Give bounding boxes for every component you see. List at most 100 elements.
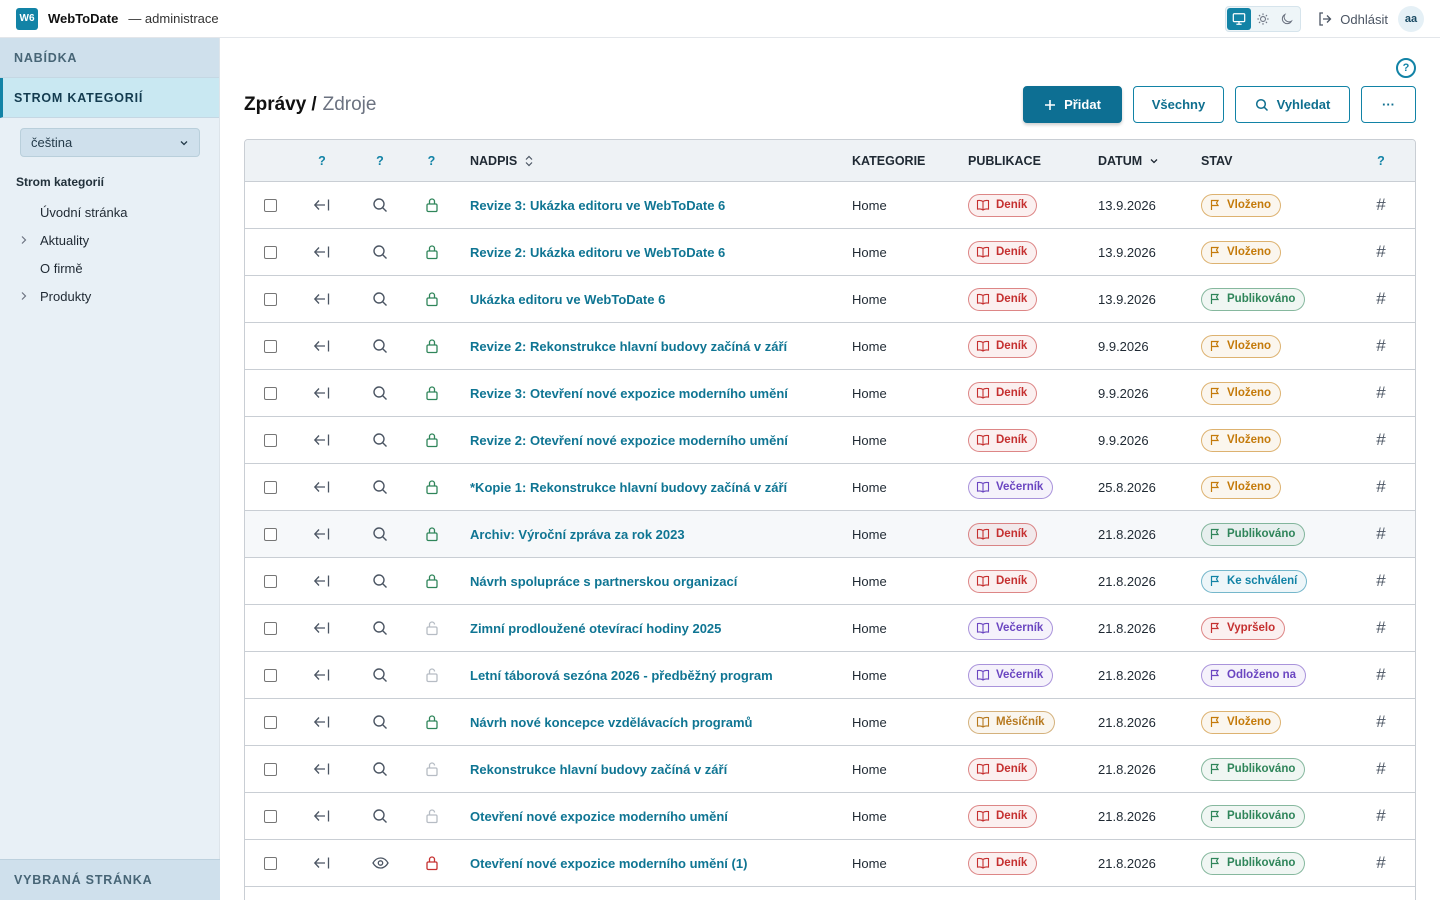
row-checkbox[interactable] [263, 198, 277, 212]
lock-icon[interactable] [409, 276, 454, 322]
row-checkbox[interactable] [263, 433, 277, 447]
hash-icon[interactable]: # [1376, 477, 1386, 496]
revert-icon[interactable] [293, 464, 351, 510]
row-checkbox[interactable] [263, 480, 277, 494]
help-icon[interactable]: ? [1396, 58, 1416, 78]
revert-icon[interactable] [293, 605, 351, 651]
revert-icon[interactable] [293, 417, 351, 463]
hash-icon[interactable]: # [1376, 571, 1386, 590]
revert-icon[interactable] [293, 558, 351, 604]
tree-item[interactable]: O firmě [0, 254, 219, 282]
search-icon[interactable] [351, 229, 409, 275]
search-icon[interactable] [351, 793, 409, 839]
row-checkbox[interactable] [263, 621, 277, 635]
unlock-icon[interactable] [409, 793, 454, 839]
row-checkbox[interactable] [263, 856, 277, 870]
tree-item[interactable]: Aktuality [0, 226, 219, 254]
search-icon[interactable] [351, 276, 409, 322]
revert-icon[interactable] [293, 652, 351, 698]
article-title-link[interactable]: Ukázka editoru ve WebToDate 6 [470, 291, 666, 307]
more-button[interactable]: ··· [1361, 86, 1416, 123]
moon-icon[interactable] [1275, 8, 1299, 30]
hash-icon[interactable]: # [1376, 430, 1386, 449]
hash-icon[interactable]: # [1376, 806, 1386, 825]
sidebar-selected-page-header[interactable]: VYBRANÁ STRÁNKA [0, 859, 220, 900]
article-title-link[interactable]: Rekonstrukce hlavní budovy začíná v září [470, 761, 728, 777]
article-title-link[interactable]: *Kopie 1: Rekonstrukce hlavní budovy zač… [470, 479, 788, 495]
lock-icon[interactable] [409, 464, 454, 510]
search-icon[interactable] [351, 605, 409, 651]
revert-icon[interactable] [293, 840, 351, 886]
article-title-link[interactable]: Revize 2: Ukázka editoru ve WebToDate 6 [470, 244, 726, 260]
lock-icon[interactable] [409, 840, 454, 886]
hash-icon[interactable]: # [1376, 383, 1386, 402]
lock-icon[interactable] [409, 370, 454, 416]
table-row[interactable]: Revize 2: Ukázka editoru ve WebToDate 6 H… [245, 229, 1415, 276]
sidebar-category-tree-header[interactable]: STROM KATEGORIÍ [0, 78, 219, 118]
chevron-right-icon[interactable] [0, 291, 40, 301]
table-row[interactable]: Zimní prodloužené otevírací hodiny 2025 H… [245, 605, 1415, 652]
article-title-link[interactable]: Revize 2: Rekonstrukce hlavní budovy zač… [470, 338, 788, 354]
revert-icon[interactable] [293, 793, 351, 839]
lock-icon[interactable] [409, 417, 454, 463]
tree-item[interactable]: Produkty [0, 282, 219, 310]
revert-icon[interactable] [293, 323, 351, 369]
unlock-icon[interactable] [409, 605, 454, 651]
lock-icon[interactable] [409, 229, 454, 275]
row-checkbox[interactable] [263, 245, 277, 259]
article-title-link[interactable]: Revize 3: Otevření nové expozice moderní… [470, 385, 788, 401]
logout-button[interactable]: Odhlásit [1317, 11, 1388, 27]
table-row[interactable]: Ukázka editoru ve WebToDate 6 Home Deník 13… [245, 276, 1415, 323]
article-title-link[interactable]: Letní táborová sezóna 2026 - předběžný p… [470, 667, 773, 683]
search-button[interactable]: Vyhledat [1235, 86, 1350, 123]
table-row[interactable]: Revize 3: Ukázka editoru ve WebToDate 6 H… [245, 182, 1415, 229]
hash-icon[interactable]: # [1376, 289, 1386, 308]
search-icon[interactable] [351, 370, 409, 416]
unlock-icon[interactable] [409, 652, 454, 698]
sun-icon[interactable] [1251, 8, 1275, 30]
hash-icon[interactable]: # [1376, 759, 1386, 778]
article-title-link[interactable]: Archiv: Výroční zpráva za rok 2023 [470, 526, 685, 542]
eye-icon[interactable] [351, 840, 409, 886]
search-icon[interactable] [351, 464, 409, 510]
article-title-link[interactable]: Revize 3: Ukázka editoru ve WebToDate 6 [470, 197, 726, 213]
table-row[interactable]: Letní táborová sezóna 2026 - předběžný p… [245, 652, 1415, 699]
sidebar-menu-header[interactable]: NABÍDKA [0, 38, 219, 78]
table-row[interactable]: Rekonstrukce hlavní budovy začíná v září… [245, 746, 1415, 793]
table-row[interactable]: Revize 3: Otevření nové expozice moderní… [245, 370, 1415, 417]
language-select[interactable]: čeština [20, 128, 200, 157]
chevron-right-icon[interactable] [0, 235, 40, 245]
revert-icon[interactable] [293, 276, 351, 322]
row-checkbox[interactable] [263, 809, 277, 823]
table-row[interactable]: Otevření nové expozice moderního umění Ho… [245, 793, 1415, 840]
revert-icon[interactable] [293, 511, 351, 557]
add-button[interactable]: Přidat [1023, 86, 1122, 123]
search-icon[interactable] [351, 746, 409, 792]
header-help-icon[interactable]: ? [427, 153, 436, 168]
header-state[interactable]: STAV [1201, 153, 1233, 168]
row-checkbox[interactable] [263, 574, 277, 588]
row-checkbox[interactable] [263, 386, 277, 400]
table-row[interactable]: Návrh nové koncepce vzdělávacích program… [245, 699, 1415, 746]
row-checkbox[interactable] [263, 762, 277, 776]
hash-icon[interactable]: # [1376, 712, 1386, 731]
header-help-icon[interactable]: ? [318, 153, 326, 168]
hash-icon[interactable]: # [1376, 336, 1386, 355]
tree-item[interactable]: Úvodní stránka [0, 198, 219, 226]
table-row[interactable]: Archiv: Výroční zpráva za rok 2023 Home De… [245, 511, 1415, 558]
search-icon[interactable] [351, 652, 409, 698]
monitor-icon[interactable] [1227, 8, 1252, 30]
lock-icon[interactable] [409, 323, 454, 369]
hash-icon[interactable]: # [1376, 618, 1386, 637]
article-title-link[interactable]: Revize 2: Otevření nové expozice moderní… [470, 432, 788, 448]
article-title-link[interactable]: Otevření nové expozice moderního umění (… [470, 855, 748, 871]
search-icon[interactable] [351, 699, 409, 745]
app-logo[interactable]: W6 [16, 7, 38, 30]
header-help-icon[interactable]: ? [1377, 153, 1385, 168]
header-title[interactable]: NADPIS [454, 140, 852, 181]
row-checkbox[interactable] [263, 292, 277, 306]
table-row[interactable]: Revize 2: Rekonstrukce hlavní budovy zač… [245, 323, 1415, 370]
header-publication[interactable]: PUBLIKACE [968, 153, 1041, 168]
row-checkbox[interactable] [263, 715, 277, 729]
row-checkbox[interactable] [263, 339, 277, 353]
